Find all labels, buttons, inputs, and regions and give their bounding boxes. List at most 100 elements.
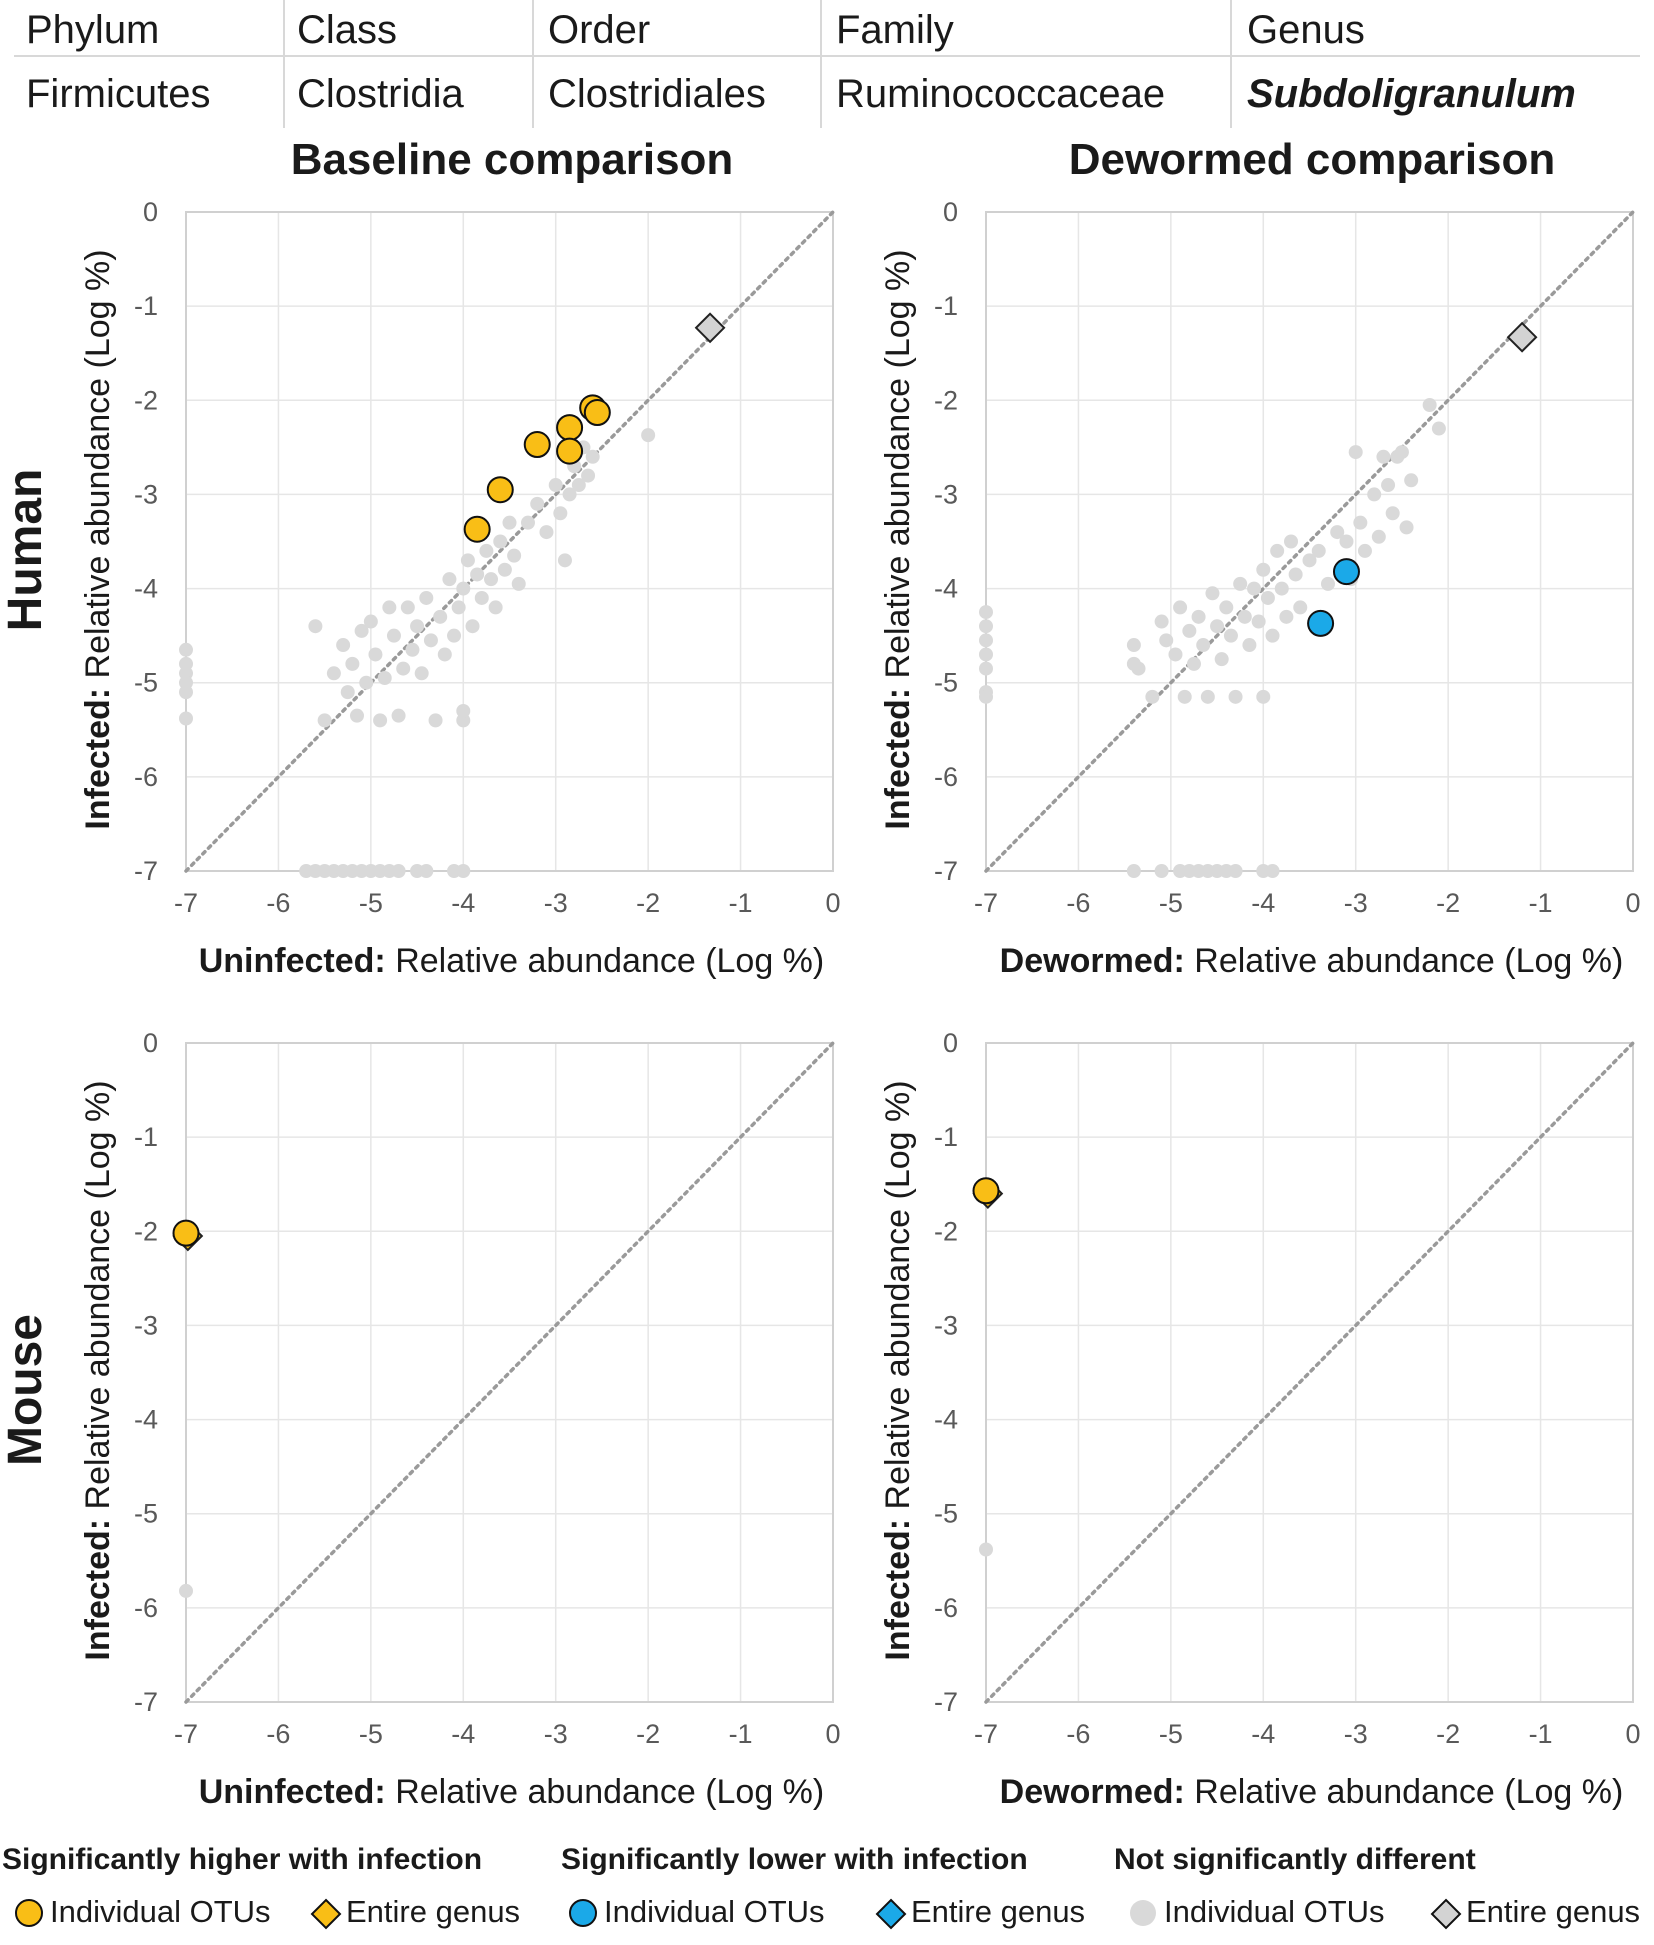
otu-point <box>1177 689 1192 704</box>
otu-point <box>979 661 993 676</box>
otu-point <box>979 619 993 634</box>
series <box>463 394 611 543</box>
otu-point <box>179 642 193 657</box>
x-tick-label: -4 <box>451 1719 475 1749</box>
chart-mouse-dewormed: -7 -6 -5 -4 -3 -2 -1 00-1-2-3-4-5-6-7Dewormed: … <box>879 1028 1641 1811</box>
otu-point <box>548 478 563 493</box>
otu-point <box>1131 661 1146 676</box>
legend-diamond-icon <box>875 1898 907 1930</box>
otu-point <box>562 487 577 502</box>
x-tick-label: 0 <box>825 1719 840 1749</box>
otu-point <box>179 685 193 700</box>
chart-human-baseline: -7 -6 -5 -4 -3 -2 -1 00-1-2-3-4-5-6-7Uninfected… <box>79 197 841 980</box>
column-title-baseline: Baseline comparison <box>290 135 734 184</box>
chart-human-dewormed: -7 -6 -5 -4 -3 -2 -1 00-1-2-3-4-5-6-7Dewormed: … <box>879 197 1641 980</box>
otu-point-significant <box>172 1219 200 1247</box>
plot-frame <box>985 211 1634 872</box>
y-axis-label: Infected: Relative abundance (Log %) <box>79 1080 117 1660</box>
otu-point <box>979 689 993 704</box>
x-tick-label: -5 <box>1159 888 1183 918</box>
otu-point <box>488 600 503 615</box>
otu-point <box>1376 449 1391 464</box>
series <box>172 1219 200 1247</box>
y-tick-label: -2 <box>934 1216 958 1246</box>
x-tick-label: -6 <box>1066 1719 1090 1749</box>
identity-line <box>184 210 835 873</box>
otu-point <box>465 619 480 634</box>
otu-point <box>373 713 388 728</box>
taxonomy-table: Phylum Class Order Family Genus Firmicut… <box>0 0 1654 128</box>
otu-point <box>1330 525 1345 540</box>
otu-point <box>1247 581 1262 596</box>
taxonomy-value-genus: Subdoligranulum <box>1247 72 1576 116</box>
taxonomy-grid <box>14 0 1640 128</box>
otu-point <box>1200 689 1215 704</box>
otu-point <box>340 685 355 700</box>
legend-dot-icon <box>1130 1900 1156 1926</box>
x-axis-label: Dewormed: Relative abundance (Log %) <box>1000 1773 1624 1811</box>
otu-point <box>979 647 993 662</box>
otu-point-significant <box>556 414 584 442</box>
otu-point <box>581 468 596 483</box>
otu-point <box>460 553 475 568</box>
otu-point <box>414 666 429 681</box>
x-tick-label: -1 <box>729 888 753 918</box>
x-tick-label: -2 <box>636 1719 660 1749</box>
otu-point <box>1242 638 1257 653</box>
y-tick-label: -1 <box>134 1122 158 1152</box>
otu-point-significant <box>486 476 514 504</box>
legend-label: Entire genus <box>346 1894 521 1929</box>
otu-point <box>1399 520 1414 535</box>
otu-point <box>456 703 471 718</box>
x-tick-label: -4 <box>1251 888 1275 918</box>
legend-label: Individual OTUs <box>604 1894 825 1929</box>
otu-point <box>1154 864 1169 878</box>
otu-point <box>1196 638 1211 653</box>
otu-point <box>317 713 332 728</box>
otu-point <box>493 534 508 549</box>
identity-line <box>984 1041 1635 1704</box>
y-tick-label: -7 <box>934 1687 958 1717</box>
otu-point-significant <box>463 515 491 543</box>
otu-point <box>456 581 471 596</box>
otu-point <box>447 628 462 643</box>
otu-point <box>1260 590 1275 605</box>
legend-diamond-icon <box>310 1898 342 1930</box>
otu-point <box>1145 689 1160 704</box>
otu-point <box>456 864 471 878</box>
genus-point <box>1506 321 1538 353</box>
x-tick-label: -5 <box>1159 1719 1183 1749</box>
x-tick-label: -2 <box>1436 888 1460 918</box>
taxonomy-header-family: Family <box>836 8 954 52</box>
otu-point <box>1173 600 1188 615</box>
x-tick-label: 0 <box>825 888 840 918</box>
y-axis-label: Infected: Relative abundance (Log %) <box>79 249 117 829</box>
taxonomy-header-order: Order <box>548 8 651 52</box>
x-tick-label: -5 <box>359 888 383 918</box>
otu-point <box>368 647 383 662</box>
otu-point <box>391 864 406 878</box>
otu-point-significant <box>1307 609 1335 637</box>
x-tick-label: 0 <box>1625 1719 1640 1749</box>
taxonomy-value-family: Ruminococcaceae <box>836 72 1166 116</box>
x-tick-label: -7 <box>974 1719 998 1749</box>
otu-point <box>423 633 438 648</box>
x-tick-label: -2 <box>1436 1719 1460 1749</box>
otu-point-significant <box>583 399 611 427</box>
x-axis-label: Uninfected: Relative abundance (Log %) <box>199 942 825 980</box>
x-tick-label: 0 <box>1625 888 1640 918</box>
x-tick-label: -4 <box>1251 1719 1275 1749</box>
otu-point-significant <box>1332 558 1360 586</box>
otu-point-significant <box>972 1177 1000 1205</box>
otu-point <box>1265 628 1280 643</box>
otu-point <box>641 428 656 443</box>
y-tick-label: 0 <box>143 197 158 227</box>
otu-point <box>349 708 364 723</box>
otu-point <box>1233 576 1248 591</box>
legend-title-notsig: Not significantly different <box>1114 1843 1476 1876</box>
otu-point <box>1385 506 1400 521</box>
otu-point <box>553 506 568 521</box>
legend: Significantly higher with infection Sign… <box>0 1842 1654 1945</box>
x-tick-label: -3 <box>1344 888 1368 918</box>
otu-point <box>530 496 545 511</box>
